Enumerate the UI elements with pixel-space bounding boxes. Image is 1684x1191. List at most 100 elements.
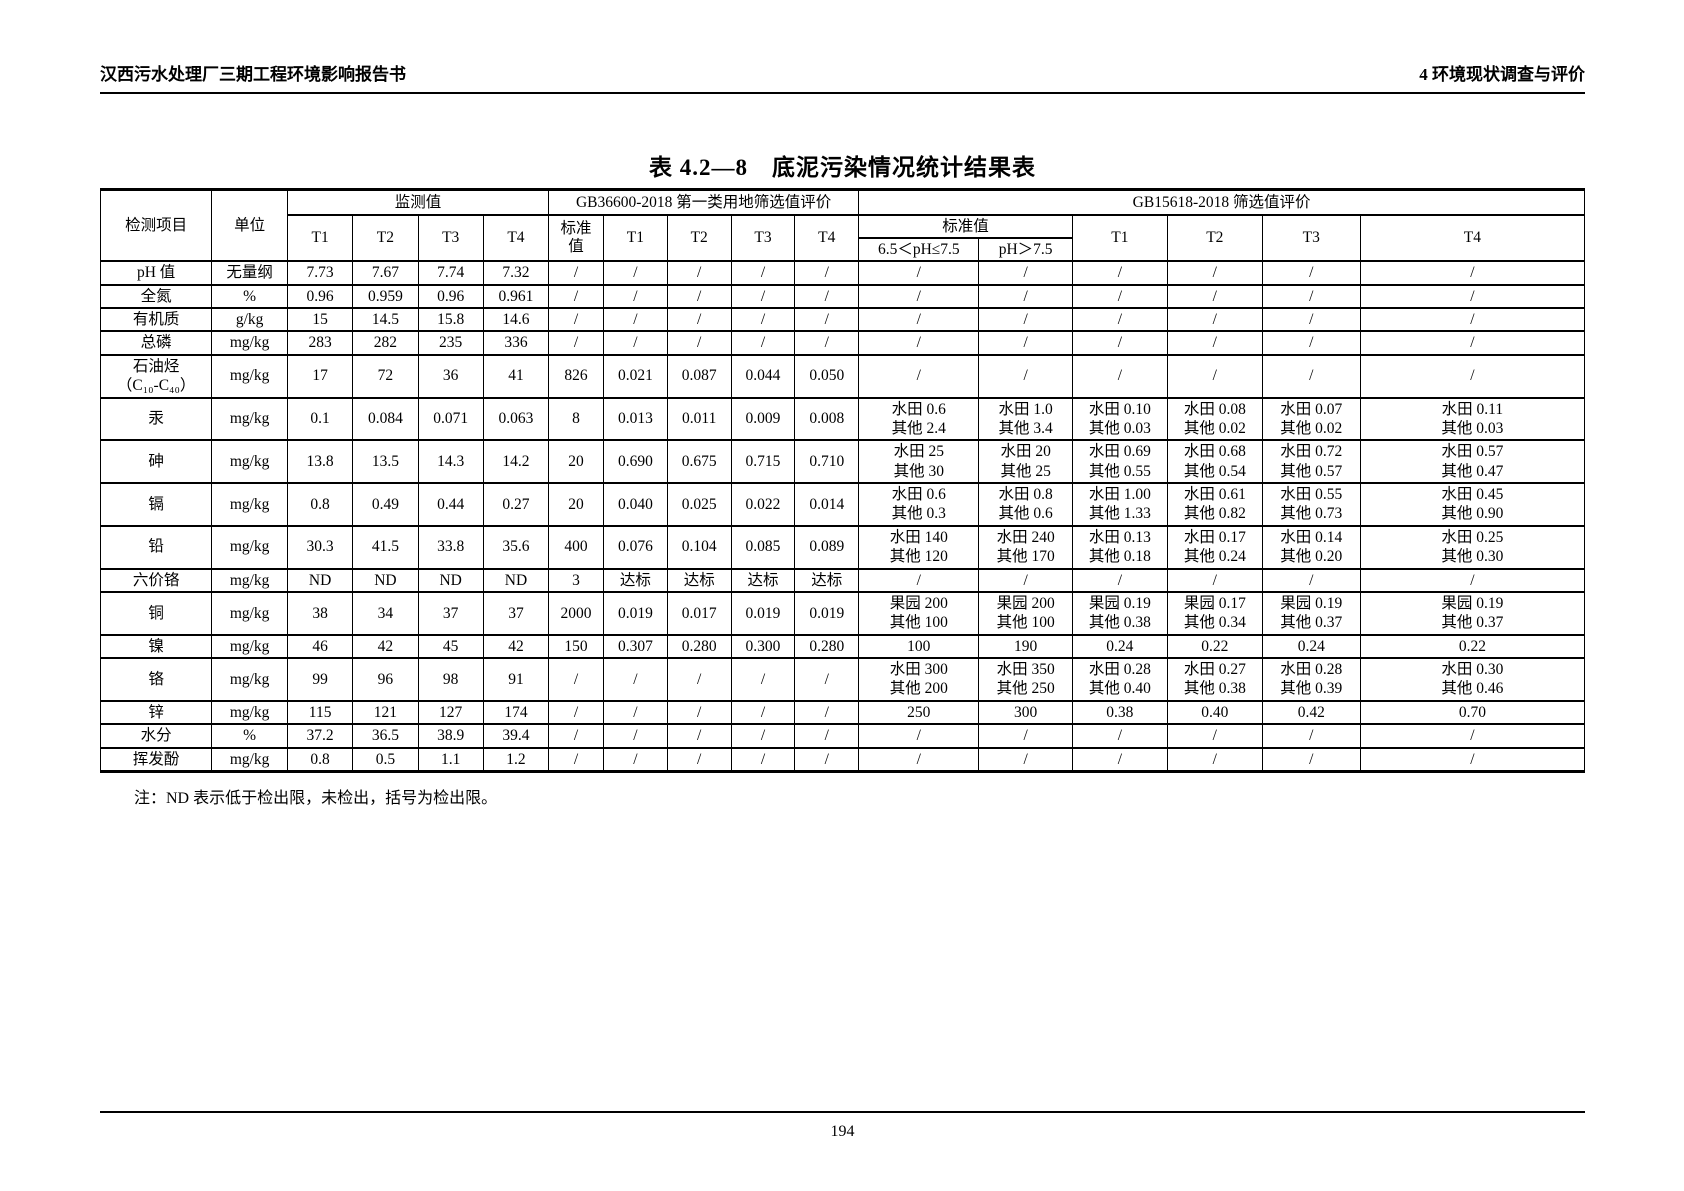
row-unit: % <box>211 723 288 749</box>
row-value: 果园 200 其他 100 <box>858 590 980 636</box>
table-row: 挥发酚 mg/kg 0.8 0.5 1.1 1.2// / / / / / / / / / <box>99 746 1586 773</box>
row-value: 36.5 <box>352 723 419 749</box>
row-value: / <box>858 283 980 310</box>
row-value: 0.5 <box>352 746 419 773</box>
row-value: / <box>603 746 668 773</box>
row-value: 0.8 <box>286 482 354 527</box>
row-value: / <box>730 746 796 773</box>
table-row: 水分% 37.2 36.5 38.9 39.4// / / / / / / / / / <box>99 723 1586 749</box>
row-value: 46 <box>286 633 354 660</box>
row-value: 0.8 <box>286 746 354 773</box>
row-value: / <box>548 306 604 333</box>
row-value: / <box>1359 723 1586 749</box>
row-value: 水田 0.10 其他 0.03 <box>1071 396 1168 442</box>
row-value: / <box>978 306 1073 333</box>
row-value: / <box>858 353 980 399</box>
row-item-name: 镍 <box>99 633 213 660</box>
table-row: 镉 mg/kg 0.8 0.49 0.44 0.27 20 0.040 0.025 0.022 0.… <box>99 482 1586 527</box>
col-header-monitor-t4: T4 <box>482 213 550 263</box>
row-value: 190 <box>978 633 1073 660</box>
row-value: 250 <box>858 699 980 726</box>
col-header-gb15618-t3: T3 <box>1261 213 1361 263</box>
row-value: / <box>978 746 1073 773</box>
table-row: 有机质 g/kg 15 14.5 15.8 14.6// / / / / / / / / / <box>99 306 1586 333</box>
col-header-monitor-t1: T1 <box>286 213 354 263</box>
row-unit: mg/kg <box>211 657 288 702</box>
table-row: pH 值无量纲 7.73 7.67 7.74 7.32// / / / / / / / / / <box>99 260 1586 286</box>
row-item-name: 有机质 <box>99 306 213 333</box>
row-value: / <box>794 330 860 356</box>
table-row: 汞 mg/kg 0.1 0.084 0.071 0.063 8 0.013 0.011 0.009… <box>99 396 1586 442</box>
row-value: 达标 <box>603 567 668 593</box>
row-value: / <box>978 283 1073 310</box>
row-value: / <box>1261 306 1361 333</box>
row-value: 水田 350 其他 250 <box>978 657 1073 702</box>
row-value: / <box>1261 330 1361 356</box>
col-header-gb36600-t3: T3 <box>730 213 796 263</box>
row-unit: mg/kg <box>211 396 288 442</box>
row-value: 14.5 <box>352 306 419 333</box>
row-value: 水田 0.6 其他 2.4 <box>858 396 980 442</box>
table-header: 检测项目 单位 监测值 GB36600-2018 第一类用地筛选值评价 GB15… <box>99 188 1586 263</box>
row-value: 水田 0.13 其他 0.18 <box>1071 524 1168 570</box>
row-value: / <box>666 260 732 286</box>
row-value: 282 <box>352 330 419 356</box>
row-value: 0.009 <box>730 396 796 442</box>
row-value: 水田 0.11 其他 0.03 <box>1359 396 1586 442</box>
row-value: 99 <box>286 657 354 702</box>
row-value: 3 <box>548 567 604 593</box>
row-value: 0.071 <box>417 396 484 442</box>
table-row: 砷 mg/kg 13.8 13.5 14.3 14.2 20 0.690 0.675 0.715 0… <box>99 439 1586 484</box>
row-value: 300 <box>978 699 1073 726</box>
col-header-ph-low: 6.5＜pH≤7.5 <box>858 236 980 263</box>
row-value: / <box>1166 567 1263 593</box>
table-row: 铬 mg/kg 99 96 98 91// / / / 水田 300 其他 200 水田 350 其他 … <box>99 657 1586 702</box>
row-value: 水田 0.27 其他 0.38 <box>1166 657 1263 702</box>
row-value: 水田 1.00 其他 1.33 <box>1071 482 1168 527</box>
row-value: 水田 0.68 其他 0.54 <box>1166 439 1263 484</box>
row-value: 水田 0.57 其他 0.47 <box>1359 439 1586 484</box>
row-value: 121 <box>352 699 419 726</box>
table-row: 铜 mg/kg 38 34 37 37 2000 0.019 0.017 0.019 0.019 果园… <box>99 590 1586 636</box>
col-header-ph-high: pH＞7.5 <box>978 236 1073 263</box>
row-unit: mg/kg <box>211 746 288 773</box>
row-value: 0.24 <box>1071 633 1168 660</box>
row-value: 115 <box>286 699 354 726</box>
row-value: / <box>666 330 732 356</box>
table-title: 表 4.2—8 底泥污染情况统计结果表 <box>649 155 1036 180</box>
row-value: 0.300 <box>730 633 796 660</box>
row-value: 7.73 <box>286 260 354 286</box>
row-value: / <box>603 283 668 310</box>
row-value: / <box>1261 283 1361 310</box>
row-value: 水田 0.6 其他 0.3 <box>858 482 980 527</box>
row-value: 0.021 <box>603 353 668 399</box>
row-value: 水田 300 其他 200 <box>858 657 980 702</box>
row-value: / <box>1071 723 1168 749</box>
row-value: ND <box>286 567 354 593</box>
row-value: 0.961 <box>482 283 550 310</box>
row-value: / <box>548 723 604 749</box>
page-header-left: 汉西污水处理厂三期工程环境影响报告书 <box>100 65 406 84</box>
row-value: 36 <box>417 353 484 399</box>
row-value: 水田 0.69 其他 0.55 <box>1071 439 1168 484</box>
row-value: 0.22 <box>1166 633 1263 660</box>
row-value: 水田 0.61 其他 0.82 <box>1166 482 1263 527</box>
row-value: 0.307 <box>603 633 668 660</box>
row-value: 235 <box>417 330 484 356</box>
col-header-gb36600-t1: T1 <box>603 213 668 263</box>
row-value: / <box>666 306 732 333</box>
row-item-name: 镉 <box>99 482 213 527</box>
row-value: / <box>1359 260 1586 286</box>
col-header-gb36600-standard: 标准值 <box>548 213 604 263</box>
row-value: 91 <box>482 657 550 702</box>
row-value: 0.96 <box>417 283 484 310</box>
row-value: 30.3 <box>286 524 354 570</box>
row-value: 127 <box>417 699 484 726</box>
row-unit: 无量纲 <box>211 260 288 286</box>
row-value: 96 <box>352 657 419 702</box>
table-row: 全氮% 0.96 0.959 0.96 0.961// / / / / / / / / / <box>99 283 1586 310</box>
row-value: / <box>978 567 1073 593</box>
row-value: / <box>978 260 1073 286</box>
row-item-name: 汞 <box>99 396 213 442</box>
row-item-name: pH 值 <box>99 260 213 286</box>
